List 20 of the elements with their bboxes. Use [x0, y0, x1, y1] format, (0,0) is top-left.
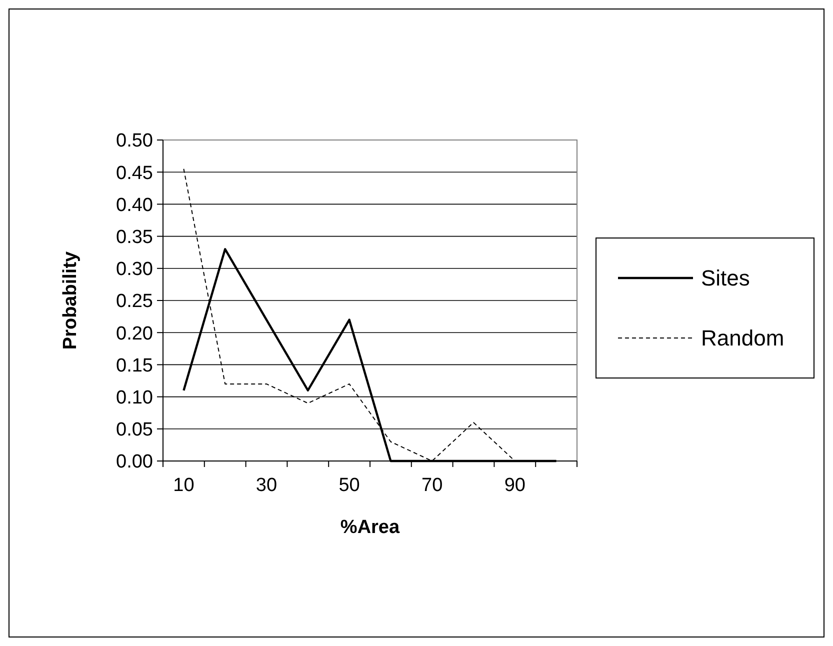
y-tick-label: 0.45 — [116, 162, 153, 184]
y-tick-label: 0.30 — [116, 259, 153, 280]
y-tick-label: 0.15 — [116, 355, 153, 376]
x-tick-label: 50 — [338, 475, 360, 496]
legend-label: Random — [701, 326, 784, 351]
x-tick-label: 70 — [422, 475, 443, 496]
x-tick-label: 10 — [173, 475, 194, 496]
y-axis-title: Probability — [60, 250, 81, 350]
legend-label: Sites — [701, 266, 750, 291]
y-tick-label: 0.10 — [116, 387, 153, 408]
y-tick-label: 0.35 — [116, 226, 153, 248]
y-tick-label: 0.40 — [116, 194, 153, 216]
x-tick-label: 30 — [256, 475, 278, 496]
y-tick-label: 0.20 — [116, 323, 153, 344]
y-tick-label: 0.05 — [116, 420, 153, 441]
x-tick-label: 90 — [504, 475, 526, 496]
y-tick-label: 0.50 — [116, 130, 153, 152]
y-tick-label: 0.00 — [116, 452, 153, 473]
y-tick-label: 0.25 — [116, 291, 153, 312]
x-axis-title: %Area — [340, 517, 400, 538]
